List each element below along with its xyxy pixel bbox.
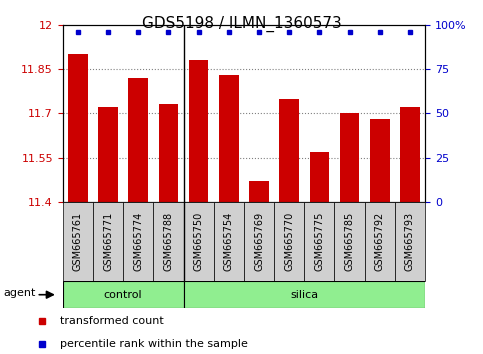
Text: GSM665761: GSM665761: [73, 212, 83, 271]
Bar: [184, 202, 213, 281]
Bar: [68, 54, 88, 202]
Bar: [249, 181, 269, 202]
Bar: [279, 98, 299, 202]
Bar: [63, 202, 93, 281]
Bar: [93, 202, 123, 281]
Bar: [400, 107, 420, 202]
Bar: [365, 202, 395, 281]
Text: silica: silica: [290, 290, 318, 300]
Text: percentile rank within the sample: percentile rank within the sample: [60, 339, 248, 349]
Text: GSM665774: GSM665774: [133, 212, 143, 271]
Bar: [304, 202, 334, 281]
Text: GSM665770: GSM665770: [284, 212, 294, 271]
Text: control: control: [104, 290, 142, 300]
Text: GSM665775: GSM665775: [314, 212, 325, 271]
Bar: [98, 107, 118, 202]
Text: GSM665754: GSM665754: [224, 212, 234, 271]
Bar: [219, 75, 239, 202]
Bar: [184, 281, 425, 308]
Text: GDS5198 / ILMN_1360573: GDS5198 / ILMN_1360573: [142, 16, 341, 32]
Bar: [213, 202, 244, 281]
Text: GSM665793: GSM665793: [405, 212, 415, 271]
Bar: [63, 281, 184, 308]
Bar: [123, 202, 154, 281]
Bar: [154, 202, 184, 281]
Bar: [189, 60, 209, 202]
Bar: [370, 119, 390, 202]
Text: GSM665788: GSM665788: [163, 212, 173, 271]
Bar: [128, 78, 148, 202]
Bar: [340, 113, 359, 202]
Text: GSM665769: GSM665769: [254, 212, 264, 271]
Text: GSM665792: GSM665792: [375, 212, 385, 271]
Bar: [395, 202, 425, 281]
Text: GSM665785: GSM665785: [344, 212, 355, 271]
Bar: [274, 202, 304, 281]
Bar: [334, 202, 365, 281]
Text: GSM665771: GSM665771: [103, 212, 113, 271]
Text: GSM665750: GSM665750: [194, 212, 204, 271]
Text: agent: agent: [3, 289, 36, 298]
Bar: [244, 202, 274, 281]
Bar: [310, 152, 329, 202]
Text: transformed count: transformed count: [60, 316, 163, 326]
Bar: [158, 104, 178, 202]
